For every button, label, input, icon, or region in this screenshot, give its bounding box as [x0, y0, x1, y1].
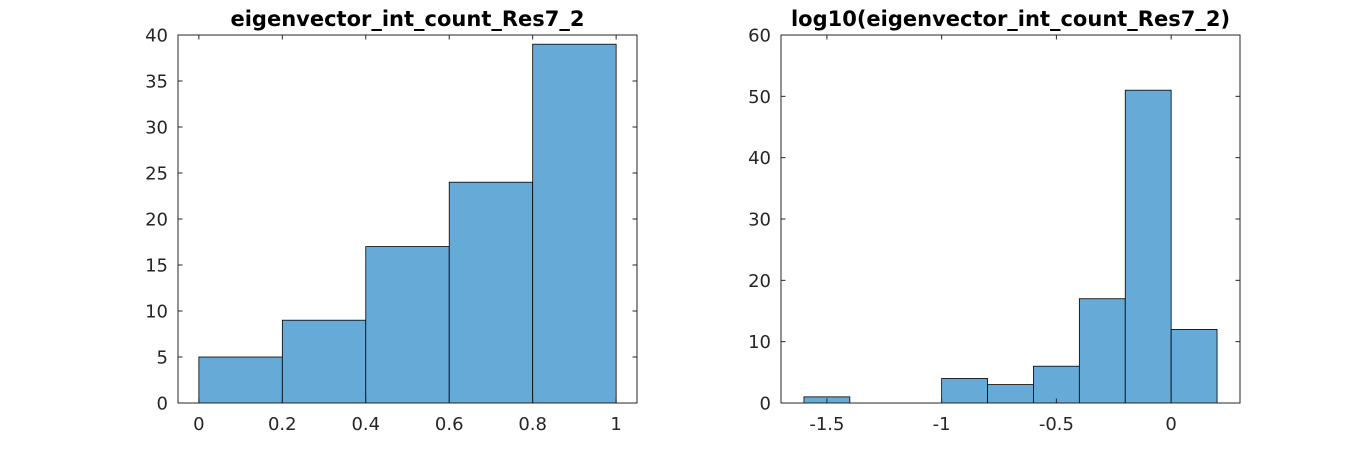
histogram-bar [1033, 365, 1080, 404]
y-tick-label: 0 [157, 394, 168, 415]
x-tick-label: 0.6 [435, 414, 464, 435]
x-tick-label: 0.4 [351, 414, 380, 435]
x-tick-label: -0.5 [1039, 414, 1074, 435]
x-tick-label: 1 [610, 414, 621, 435]
y-tick-label: 30 [748, 210, 771, 231]
y-tick-label: 40 [748, 148, 771, 169]
chart-title: log10(eigenvector_int_count_Res7_2) [791, 7, 1230, 31]
x-tick-label: -1.5 [809, 414, 844, 435]
histogram-bar [281, 319, 367, 404]
y-tick-label: 35 [145, 72, 168, 93]
x-tick-label: 0 [1165, 414, 1176, 435]
y-tick-label: 0 [760, 394, 771, 415]
histogram-bar [198, 356, 283, 404]
y-tick-label: 10 [145, 302, 168, 323]
histogram-bar [448, 181, 534, 404]
x-tick-label: 0.2 [268, 414, 297, 435]
chart-title: eigenvector_int_count_Res7_2 [230, 7, 584, 31]
histogram-log10: log10(eigenvector_int_count_Res7_2) -1.5… [748, 7, 1241, 435]
histogram-bar [1124, 89, 1172, 404]
bars [803, 89, 1218, 404]
y-tick-label: 40 [145, 26, 168, 47]
y-tick-label: 20 [145, 210, 168, 231]
y-tick-label: 25 [145, 164, 168, 185]
y-tick-label: 5 [157, 348, 168, 369]
histogram-bar [941, 378, 988, 404]
y-tick-label: 10 [748, 332, 771, 353]
histogram-linear: eigenvector_int_count_Res7_2 0 0.2 0.4 0.6 0… [145, 7, 638, 435]
bars [198, 43, 617, 404]
x-tick-label: -1 [933, 414, 951, 435]
y-tick-label: 60 [748, 26, 771, 47]
histogram-bar [365, 246, 450, 404]
y-tick-label: 15 [145, 256, 168, 277]
histogram-bar [1078, 298, 1126, 404]
y-tick-label: 30 [145, 118, 168, 139]
y-tick-label: 50 [748, 87, 771, 108]
y-tick-label: 20 [748, 271, 771, 292]
histogram-bar [1170, 328, 1218, 404]
x-tick-label: 0 [193, 414, 204, 435]
histogram-bar [987, 384, 1034, 404]
ticks: -1.5 -1 -0.5 0 0 10 20 30 40 50 60 [748, 26, 1240, 435]
x-tick-label: 0.8 [518, 414, 547, 435]
histogram-bar [532, 43, 617, 404]
